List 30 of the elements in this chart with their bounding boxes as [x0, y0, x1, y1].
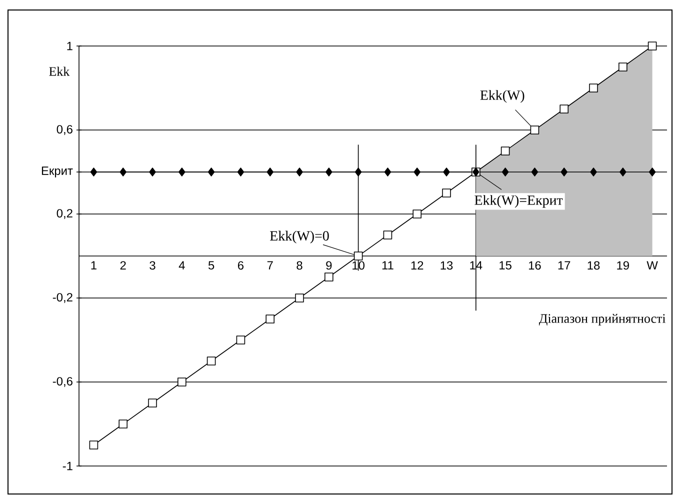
y-tick-label: Екрит	[42, 166, 73, 178]
x-tick-label: 13	[440, 261, 453, 270]
x-tick-label: 17	[558, 261, 570, 270]
annotation: Ekk(W)	[480, 90, 524, 103]
x-tick-label: 12	[411, 261, 424, 270]
y-tick-label: 0,6	[56, 125, 72, 135]
y-tick-label: -0,2	[52, 293, 72, 303]
x-tick-label: 6	[238, 261, 244, 270]
x-tick-label: 5	[208, 261, 214, 270]
annotation: Ekk(W)=Екрит	[474, 195, 563, 208]
x-tick-label: 9	[326, 261, 332, 270]
y-tick-label: 1	[67, 42, 72, 50]
x-tick-label: 4	[178, 261, 185, 270]
x-tick-label: 3	[150, 261, 156, 270]
x-tick-label: 18	[588, 261, 600, 270]
x-tick-label: 16	[528, 261, 541, 270]
x-tick-label: 11	[382, 261, 394, 270]
annotation: Діапазон прийнятності	[538, 314, 666, 326]
x-tick-label: 1	[91, 261, 96, 270]
y-tick-label: -1	[62, 462, 72, 470]
annotation: Ekk(W)=0	[270, 230, 329, 244]
x-tick-label: 19	[617, 261, 629, 270]
x-tick-label: 15	[500, 261, 512, 270]
y-axis-title: Ekk	[49, 66, 70, 76]
y-tick-label: -0,6	[52, 377, 72, 387]
x-tick-label: W	[646, 261, 658, 270]
x-tick-label: 7	[267, 261, 273, 270]
x-tick-label: 2	[120, 261, 126, 270]
y-tick-label: 0,2	[56, 209, 72, 219]
x-tick-label: 8	[296, 261, 302, 270]
